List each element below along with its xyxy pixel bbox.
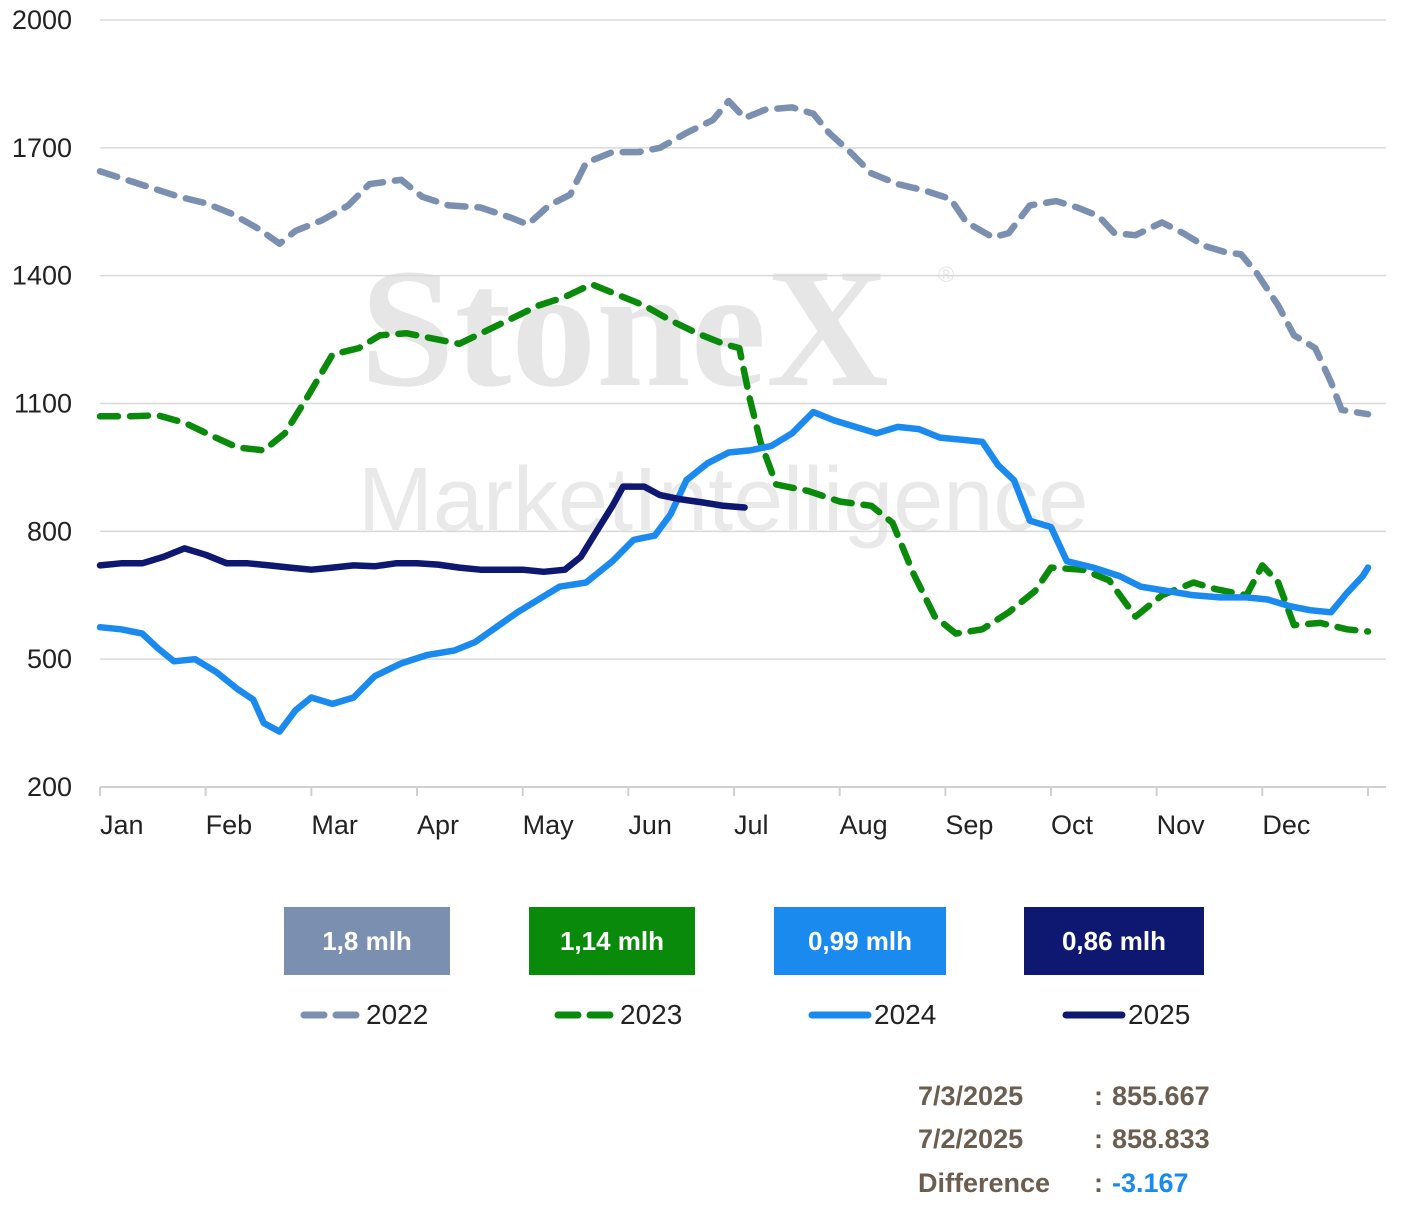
watermark-subtitle: MarketIntelligence xyxy=(358,450,1088,550)
legend-swatch-2024 xyxy=(808,1011,872,1019)
series-line-2025 xyxy=(96,483,748,576)
x-tick-label: Oct xyxy=(1051,810,1094,840)
y-tick-label: 2000 xyxy=(12,5,72,35)
y-axis-ticks: 2000 1700 1400 1100 800 500 200 xyxy=(12,5,72,802)
summary-colon: : xyxy=(1094,1080,1103,1111)
summary-row-difference: Difference : -3.167 xyxy=(918,1163,1238,1203)
x-tick-label: Jan xyxy=(100,810,144,840)
x-tick-label: Sep xyxy=(945,810,993,840)
legend-label-2023: 2023 xyxy=(620,999,683,1030)
summary-date-previous: 7/2/2025 xyxy=(918,1123,1024,1154)
gridlines xyxy=(100,19,1386,660)
x-tick-label: Feb xyxy=(206,810,253,840)
line-chart: StoneX ® MarketIntelligence 2000 1700 1400… xyxy=(12,5,1386,840)
watermark-registered-mark: ® xyxy=(938,262,954,287)
summary-colon: : xyxy=(1094,1123,1103,1154)
y-tick-label: 1100 xyxy=(14,389,72,419)
legend-swatch-2023 xyxy=(554,1011,618,1019)
summary-colon: : xyxy=(1094,1167,1103,1198)
x-axis: Jan Feb Mar Apr May Jun Jul Aug Sep Oct Nov Dec xyxy=(99,786,1386,840)
legend-swatch-2025 xyxy=(1062,1011,1126,1019)
y-tick-label: 800 xyxy=(27,516,72,546)
x-tick-label: Dec xyxy=(1262,810,1310,840)
summary-date-latest: 7/3/2025 xyxy=(918,1080,1024,1111)
y-tick-label: 1700 xyxy=(12,133,72,163)
y-tick-label: 200 xyxy=(27,772,72,802)
x-tick-label: Aug xyxy=(840,810,888,840)
watermark: StoneX ® MarketIntelligence xyxy=(358,234,1088,550)
legend-item-2023: 2023 xyxy=(554,997,682,1033)
legend-item-2022: 2022 xyxy=(300,997,428,1033)
summary-row-previous: 7/2/2025 : 858.833 xyxy=(918,1119,1238,1159)
y-tick-label: 1400 xyxy=(12,261,72,291)
legend-swatch-2022 xyxy=(300,1011,364,1019)
legend-item-2025: 2025 xyxy=(1062,997,1190,1033)
badge-2025: 0,86 mlh xyxy=(1024,907,1204,975)
x-tick-label: Nov xyxy=(1157,810,1206,840)
series-line-2024 xyxy=(96,408,1372,735)
series-layer xyxy=(96,97,1372,735)
badge-2024: 0,99 mlh xyxy=(774,907,946,975)
watermark-brand: StoneX xyxy=(360,234,889,422)
badge-2023: 1,14 mlh xyxy=(529,907,695,975)
legend-label-2024: 2024 xyxy=(874,999,937,1030)
x-tick-label: Apr xyxy=(417,810,459,840)
summary-row-latest: 7/3/2025 : 855.667 xyxy=(918,1076,1238,1116)
x-tick-label: Jun xyxy=(628,810,672,840)
legend-label-2022: 2022 xyxy=(366,999,429,1030)
y-tick-label: 500 xyxy=(27,644,72,674)
legend-label-2025: 2025 xyxy=(1128,999,1191,1030)
summary-difference-value: -3.167 xyxy=(1112,1167,1189,1198)
badge-2022: 1,8 mlh xyxy=(284,907,450,975)
summary-difference-label: Difference xyxy=(918,1167,1051,1198)
summary-value-previous: 858.833 xyxy=(1112,1123,1210,1154)
x-tick-label: Jul xyxy=(734,810,769,840)
x-tick-label: May xyxy=(523,810,575,840)
x-tick-label: Mar xyxy=(311,810,358,840)
summary-value-latest: 855.667 xyxy=(1112,1080,1210,1111)
series-line-2022 xyxy=(96,97,1372,418)
legend-item-2024: 2024 xyxy=(808,997,936,1033)
